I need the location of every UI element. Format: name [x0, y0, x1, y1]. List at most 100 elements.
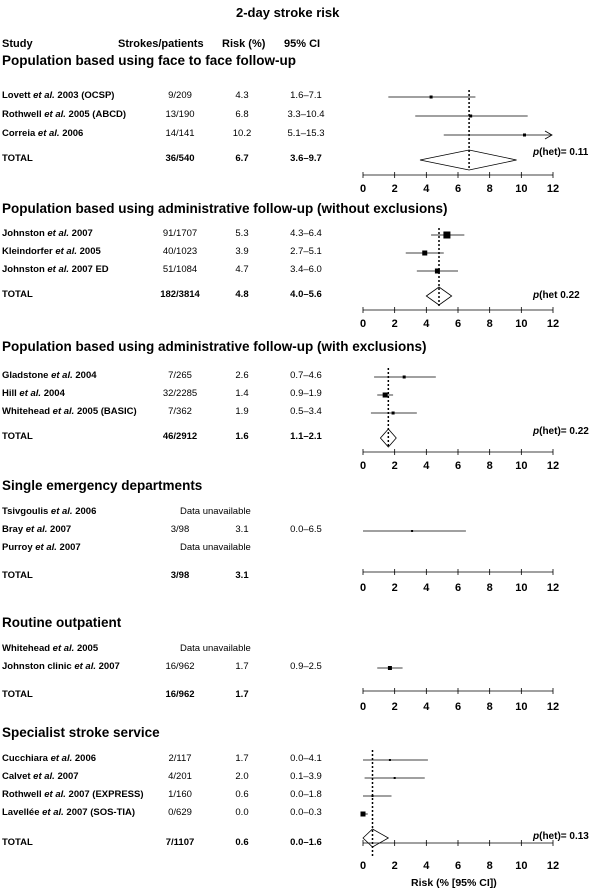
study-events-5-0: 2/117	[168, 753, 192, 764]
study-ci-3-1: 0.0–6.5	[290, 524, 322, 535]
x-tick-label-3-0: 0	[359, 582, 367, 594]
heterogeneity-1: p(het 0.22	[533, 291, 580, 301]
header-risk: Risk (%)	[222, 38, 266, 50]
study-author: Lovett	[2, 90, 31, 101]
study-author: Gladstone	[2, 370, 49, 381]
summary-diamond-2	[379, 428, 397, 448]
x-tick-label-4-4: 8	[486, 701, 493, 713]
study-events-1-1: 40/1023	[162, 246, 198, 257]
study-suffix: 2004	[41, 388, 65, 399]
point-estimate-1-0	[443, 231, 451, 239]
study-et-al: et al.	[47, 753, 73, 764]
x-tick-label-3-6: 12	[546, 582, 560, 594]
x-tick-label-4-3: 6	[454, 701, 462, 713]
study-ci-0-0: 1.6–7.1	[290, 90, 322, 101]
x-tick-label-5-1: 2	[391, 860, 398, 872]
study-et-al: et al.	[41, 109, 66, 120]
study-et-al: et al.	[44, 264, 70, 275]
study-ci-1-0: 4.3–6.4	[290, 228, 322, 239]
header-study: Study	[2, 38, 33, 50]
total-risk-4: 1.7	[235, 689, 249, 700]
het-p: p	[533, 147, 540, 158]
study-et-al: et al.	[48, 506, 73, 517]
study-et-al: et al.	[50, 406, 75, 417]
study-risk-0-0: 4.3	[235, 90, 249, 101]
study-risk-5-2: 0.6	[235, 789, 249, 800]
x-tick-label-2-2: 4	[423, 460, 430, 472]
x-tick-label-5-3: 6	[454, 860, 462, 872]
study-et-al: et al.	[50, 643, 75, 654]
study-risk-2-2: 1.9	[235, 406, 249, 417]
point-estimate-2-0	[402, 375, 406, 379]
section-title-1: Population based using administrative fo…	[2, 201, 448, 216]
study-et-al: et al.	[23, 524, 48, 535]
x-tick-label-0-6: 12	[546, 183, 560, 195]
study-risk-1-1: 3.9	[235, 246, 249, 257]
heterogeneity-5: p(het)= 0.13	[533, 832, 589, 842]
study-events-1-2: 51/1084	[162, 264, 198, 275]
x-tick-label-1-4: 8	[486, 318, 493, 330]
total-label-0: TOTAL	[2, 153, 33, 164]
study-ci-1-2: 3.4–6.0	[290, 264, 322, 275]
point-estimate-2-2	[391, 411, 395, 415]
heterogeneity-2: p(het)= 0.22	[533, 427, 589, 437]
study-author: Tsivgoulis	[2, 506, 49, 517]
study-author: Whitehead	[2, 406, 51, 417]
x-tick-label-2-3: 6	[454, 460, 462, 472]
total-events-5: 7/1107	[165, 837, 195, 848]
het-value: 0.22	[557, 290, 580, 301]
study-label-1-0: Johnston et al. 2007	[2, 229, 93, 239]
x-tick-label-5-0: 0	[359, 860, 367, 872]
study-et-al: et al.	[44, 228, 70, 239]
total-label-5: TOTAL	[2, 837, 33, 848]
x-tick-label-4-5: 10	[515, 701, 528, 713]
study-et-al: et al.	[30, 771, 55, 782]
het-value: = 0.13	[560, 831, 589, 842]
x-tick-label-2-0: 0	[359, 460, 367, 472]
section-title-4: Routine outpatient	[2, 615, 122, 630]
study-label-1-1: Kleindorfer et al. 2005	[2, 247, 101, 257]
x-tick-label-3-4: 8	[486, 582, 493, 594]
het-word: (het)	[539, 831, 561, 842]
x-tick-label-3-1: 2	[391, 582, 398, 594]
het-word: (het	[539, 290, 558, 301]
study-author: Rothwell	[2, 789, 42, 800]
study-label-5-1: Calvet et al. 2007	[2, 772, 79, 782]
study-events-1-0: 91/1707	[162, 228, 198, 239]
study-author: Cucchiara	[2, 753, 48, 764]
total-label-3: TOTAL	[2, 570, 33, 581]
x-tick-label-2-6: 12	[546, 460, 560, 472]
study-events-0-0: 9/209	[168, 90, 192, 101]
study-label-2-2: Whitehead et al. 2005 (BASIC)	[2, 407, 137, 417]
study-author: Johnston	[2, 228, 45, 239]
study-ci-5-2: 0.0–1.8	[290, 789, 322, 800]
study-events-5-3: 0/629	[168, 807, 192, 818]
total-label-4: TOTAL	[2, 689, 33, 700]
study-author: Correia	[2, 128, 36, 139]
point-estimate-5-1	[393, 777, 396, 779]
point-estimate-5-3	[360, 811, 366, 817]
point-estimate-5-0	[388, 759, 391, 761]
data-unavailable-4-0: Data unavailable	[180, 643, 251, 654]
x-tick-label-3-5: 10	[515, 582, 528, 594]
x-tick-label-4-0: 0	[359, 701, 367, 713]
x-axis-label: Risk (% [95% CI])	[411, 877, 497, 889]
x-tick-label-0-1: 2	[391, 183, 398, 195]
study-risk-1-0: 5.3	[235, 228, 249, 239]
study-author: Rothwell	[2, 109, 42, 120]
study-risk-0-2: 10.2	[232, 128, 252, 139]
header-events: Strokes/patients	[118, 38, 204, 50]
study-suffix: 2004	[72, 370, 97, 381]
study-et-al: et al.	[30, 90, 55, 101]
study-events-4-1: 16/962	[165, 661, 195, 672]
study-risk-0-1: 6.8	[235, 109, 249, 120]
study-author: Johnston	[2, 264, 45, 275]
study-risk-5-3: 0.0	[235, 807, 249, 818]
total-ci-2: 1.1–2.1	[290, 431, 322, 442]
data-unavailable-3-2: Data unavailable	[180, 542, 251, 553]
x-tick-label-2-5: 10	[515, 460, 528, 472]
study-suffix: 2003 (OCSP)	[54, 90, 115, 101]
study-events-0-2: 14/141	[165, 128, 195, 139]
